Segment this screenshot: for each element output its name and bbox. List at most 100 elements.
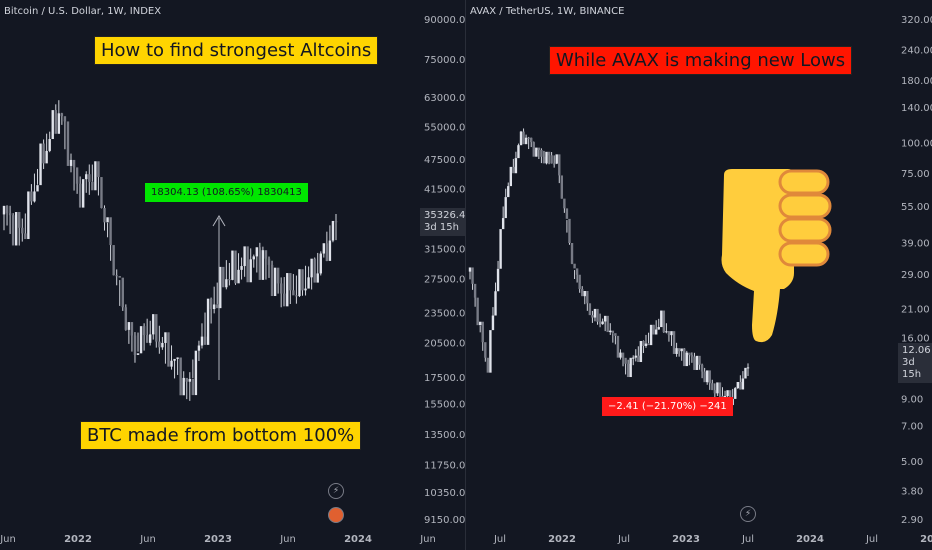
candle-body xyxy=(60,113,64,117)
candle-body xyxy=(550,155,553,164)
y-tick-label: 15500.00 xyxy=(424,400,465,411)
candle-body xyxy=(683,348,686,367)
candle-body xyxy=(626,363,630,378)
avax-measure-label: −2.41 (−21.70%) −241 xyxy=(602,397,733,416)
candle-body xyxy=(5,205,9,214)
candle-body xyxy=(716,382,719,394)
candle-body xyxy=(2,205,6,215)
candle-body xyxy=(621,352,625,358)
candle-body xyxy=(273,267,277,297)
candle-body xyxy=(127,322,131,330)
candle-body xyxy=(212,304,216,310)
candle-body xyxy=(24,233,27,240)
candle-body xyxy=(479,321,482,326)
x-tick-label: Jul xyxy=(617,534,630,545)
candle-body xyxy=(319,253,322,274)
candle-body xyxy=(267,258,271,265)
candle-body xyxy=(619,352,622,358)
y-tick-label: 9150.00 xyxy=(424,515,465,526)
candle-body xyxy=(14,212,18,246)
candle-body xyxy=(279,283,283,294)
candle-body xyxy=(237,269,240,284)
candle-body xyxy=(601,321,604,325)
candle-body xyxy=(698,355,701,365)
measure-arrow-head xyxy=(212,215,226,227)
y-tick-label: 47500.00 xyxy=(424,155,465,166)
candle-body xyxy=(51,110,54,140)
candle-body xyxy=(568,218,571,244)
candle-body xyxy=(103,208,106,223)
candle-body xyxy=(512,166,515,174)
candle-body xyxy=(316,273,319,283)
y-tick-label: 63000.00 xyxy=(424,93,465,104)
y-tick-label: 5.00 xyxy=(901,457,923,468)
btc-chart-pane[interactable]: Bitcoin / U.S. Dollar, 1W, INDEX 90000.0… xyxy=(0,0,476,550)
candle-body xyxy=(524,137,528,145)
candle-body xyxy=(489,330,492,373)
candle-body xyxy=(292,290,295,296)
candle-body xyxy=(112,245,115,276)
y-tick-label: 21.00 xyxy=(901,305,930,316)
candle-body xyxy=(578,274,581,289)
candle-body xyxy=(97,161,100,178)
y-tick-label: 7.00 xyxy=(901,421,923,432)
candle-body xyxy=(109,217,112,246)
candle-body xyxy=(130,322,134,336)
candle-body xyxy=(703,371,706,383)
candle-body xyxy=(106,217,109,223)
y-tick-label: 11750.00 xyxy=(424,460,465,471)
lightning-icon[interactable]: ⚡ xyxy=(328,483,344,499)
y-tick-label: 23500.00 xyxy=(424,309,465,320)
candle-body xyxy=(509,166,513,187)
candle-body xyxy=(48,139,51,151)
candle-body xyxy=(705,370,709,383)
avax-chart-pane[interactable]: AVAX / TetherUS, 1W, BINANCE 320.00 240.0… xyxy=(466,0,932,550)
y-tick-label: 140.00 xyxy=(901,103,932,114)
candle-body xyxy=(243,246,246,267)
y-tick-label: 41500.00 xyxy=(424,184,465,195)
y-tick-label: 240.00 xyxy=(901,46,932,57)
candle-body xyxy=(522,131,525,145)
candle-body xyxy=(537,147,541,150)
y-tick-label: 100.00 xyxy=(901,139,932,150)
candle-body xyxy=(78,183,82,208)
candle-body xyxy=(726,390,729,397)
lightning-icon[interactable]: ⚡ xyxy=(740,506,756,522)
candle-body xyxy=(507,186,510,198)
candle-body xyxy=(173,358,176,361)
candle-body xyxy=(690,355,694,357)
candle-body xyxy=(734,388,737,399)
candle-body xyxy=(570,243,574,264)
candle-body xyxy=(75,167,79,184)
candle-body xyxy=(295,295,298,297)
candle-body xyxy=(542,156,546,164)
candle-body xyxy=(203,336,207,345)
candle-body xyxy=(677,348,681,352)
candle-body xyxy=(527,137,530,139)
candle-body xyxy=(206,298,210,345)
x-tick-label: 2022 xyxy=(64,534,92,545)
candle-body xyxy=(54,110,57,134)
candle-body xyxy=(179,357,182,396)
candle-body xyxy=(133,335,137,355)
candle-body xyxy=(100,177,103,209)
candle-body xyxy=(639,340,643,363)
candle-body xyxy=(209,298,213,310)
pane-divider[interactable] xyxy=(465,0,466,550)
candle-body xyxy=(322,243,326,254)
candle-body xyxy=(8,213,12,216)
candle-body xyxy=(708,370,711,384)
event-flag-icon[interactable] xyxy=(328,507,344,523)
candle-body xyxy=(261,250,265,280)
candle-body xyxy=(228,279,231,281)
candle-body xyxy=(680,348,683,352)
candle-body xyxy=(468,267,472,272)
candle-body xyxy=(222,266,225,288)
candle-body xyxy=(142,326,146,336)
x-tick-label: 2025 xyxy=(920,534,932,545)
candle-body xyxy=(644,343,648,346)
candle-body xyxy=(563,198,566,209)
candle-body xyxy=(634,355,637,358)
candle-body xyxy=(310,258,313,278)
candle-body xyxy=(718,382,722,396)
